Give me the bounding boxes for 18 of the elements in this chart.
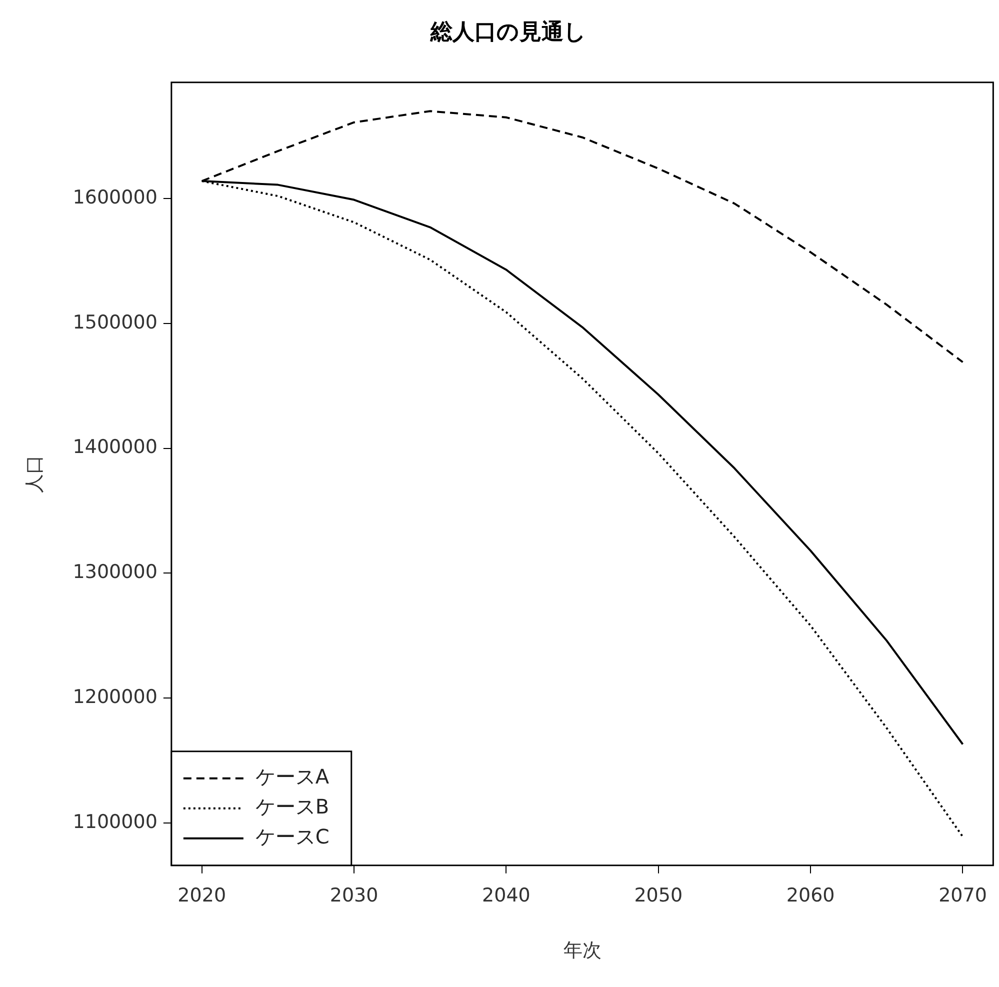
x-tick-label: 2040 [482,884,530,907]
x-tick-label: 2070 [938,884,987,907]
y-tick-label: 1500000 [72,311,158,334]
legend-label: ケースB [255,794,330,819]
y-tick-label: 1100000 [72,810,158,833]
y-tick-label: 1600000 [72,186,158,208]
x-axis-title: 年次 [563,940,602,962]
legend-label: ケースA [255,764,330,789]
x-tick-label: 2030 [330,884,378,907]
chart-title: 総人口の見通し [430,20,586,45]
y-tick-label: 1200000 [72,686,158,708]
x-tick-label: 2060 [786,884,835,907]
x-tick-label: 2020 [178,884,226,907]
x-tick-label: 2050 [634,884,683,907]
legend-label: ケースC [255,824,330,849]
y-axis-title: 人口 [23,454,46,493]
y-tick-label: 1300000 [72,561,158,584]
y-tick-label: 1400000 [72,436,158,458]
